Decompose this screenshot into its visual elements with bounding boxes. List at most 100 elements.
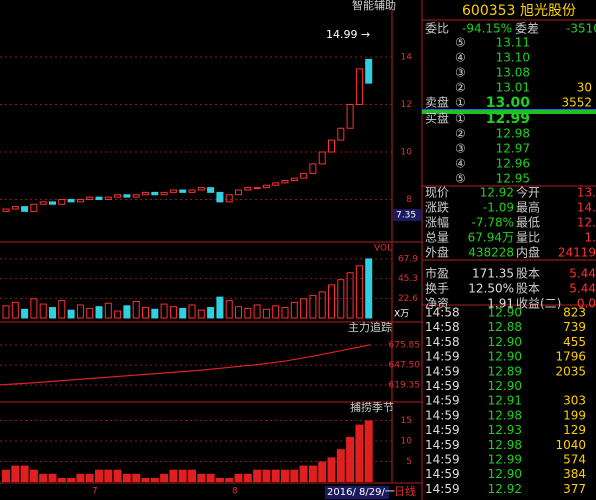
x-tick-label: 8 [232,487,238,497]
y-tick-label: 10 [401,437,413,447]
season-bar [104,469,113,482]
volume-bar [11,301,19,319]
y-tick-label: 675.85 [389,341,421,351]
volume-bar [39,303,47,319]
candle [179,189,187,193]
candle [39,201,47,205]
price: 13.01 [496,81,530,95]
label: 收益(二) [516,297,561,311]
vol-unit: X万 [394,310,409,320]
volume: 1040 [555,438,586,452]
candle [318,151,326,165]
season-bar [178,469,187,482]
volume: 823 [563,306,586,320]
level: ② [455,81,466,95]
x-tick-label: 7 [92,487,98,497]
volume-bar [197,309,205,319]
bid-bar [422,110,596,114]
season-bar [215,477,224,482]
candle [86,196,94,200]
label: 市盈 [425,266,449,281]
y-tick-label: 14 [401,53,413,63]
candle [300,172,308,179]
period[interactable]: 日线 [394,484,416,498]
price: 13.10 [496,51,530,65]
value: 171.35 [472,267,514,281]
candle [328,139,335,153]
price: 12.97 [496,142,530,156]
value: 5.44 [569,282,596,296]
value: 24119 [558,246,596,260]
season-bar [11,465,20,482]
label: 总量 [425,231,449,245]
season-bar [197,473,206,482]
season-bar [188,469,196,482]
volume-bar [160,303,168,319]
season-bar [67,477,76,482]
season-bar [327,457,336,482]
candle [346,104,354,129]
season-bar [308,465,317,482]
candle [216,191,224,203]
candle [272,182,280,186]
volume-bar [30,298,38,319]
season-bar [299,465,308,482]
candle [58,199,66,205]
time: 14:59 [425,364,460,378]
candle [244,187,252,191]
candle [235,189,242,196]
price: 12.91 [488,394,522,408]
volume-bar [235,306,242,319]
level: ⑤ [455,36,466,50]
label: 最低 [516,216,540,230]
price: 12.90 [488,306,522,320]
candle [337,127,345,141]
season-bar [85,473,94,482]
volume-bar [207,307,215,319]
panel-label: 主力追踪 [348,320,392,334]
value: 12. [577,216,596,230]
time: 14:59 [425,467,460,481]
volume-bar [216,296,224,319]
volume-bar [225,300,233,319]
volume: 3552 [561,96,592,110]
volume-bar [142,307,149,319]
time: 14:59 [425,453,460,467]
season-bar [160,473,169,482]
price: 13.08 [496,66,530,80]
value: 0.0 [577,297,596,311]
candle [225,194,233,203]
season-bar [336,449,345,482]
level: ⑤ [455,172,466,186]
label: 委差 [515,22,539,36]
price: 12.93 [488,423,522,437]
volume: 1796 [555,350,586,364]
stock-code: 600353 [462,3,515,19]
volume-bar [365,258,373,319]
season-bar [318,461,327,482]
price: 12.99 [488,453,522,467]
y-tick-label: 45.3 [398,274,418,284]
value: 438228 [468,246,514,260]
time: 14:58 [425,335,460,349]
price: 13.00 [486,95,531,111]
value: 13. [577,186,596,200]
candle [160,191,168,196]
candle [30,203,38,212]
season-bar [57,477,66,482]
label: 量比 [516,231,540,245]
label: 外盘 [425,245,449,260]
candle [309,163,317,174]
season-bar [141,477,150,482]
candle [355,68,363,105]
season-bar [122,473,131,482]
volume-bar [355,265,363,319]
value: 1. [585,231,596,245]
volume-bar [309,294,317,319]
value: -94.15% [462,22,512,36]
volume-bar [95,306,103,319]
candle [67,199,75,203]
label: 涨跌 [425,200,449,215]
